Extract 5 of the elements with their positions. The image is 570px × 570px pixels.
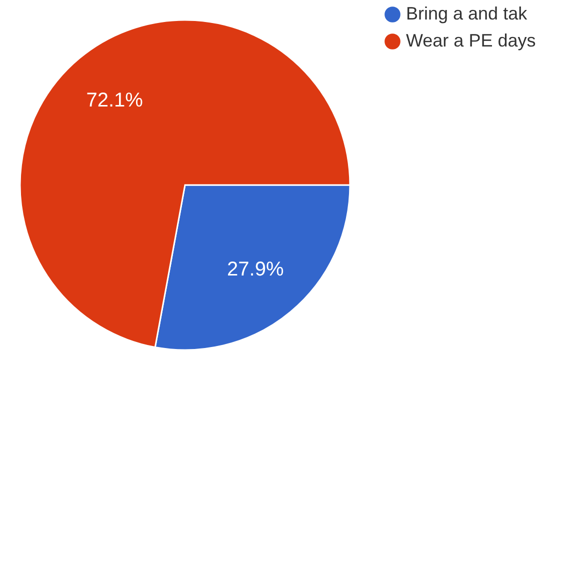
data-label: 27.9% [227,258,284,281]
data-label: 72.1% [86,89,144,112]
legend-label: Bring a and tak [406,4,528,24]
legend-label: Wear a PE days [406,30,536,50]
pie-slice [19,19,351,348]
